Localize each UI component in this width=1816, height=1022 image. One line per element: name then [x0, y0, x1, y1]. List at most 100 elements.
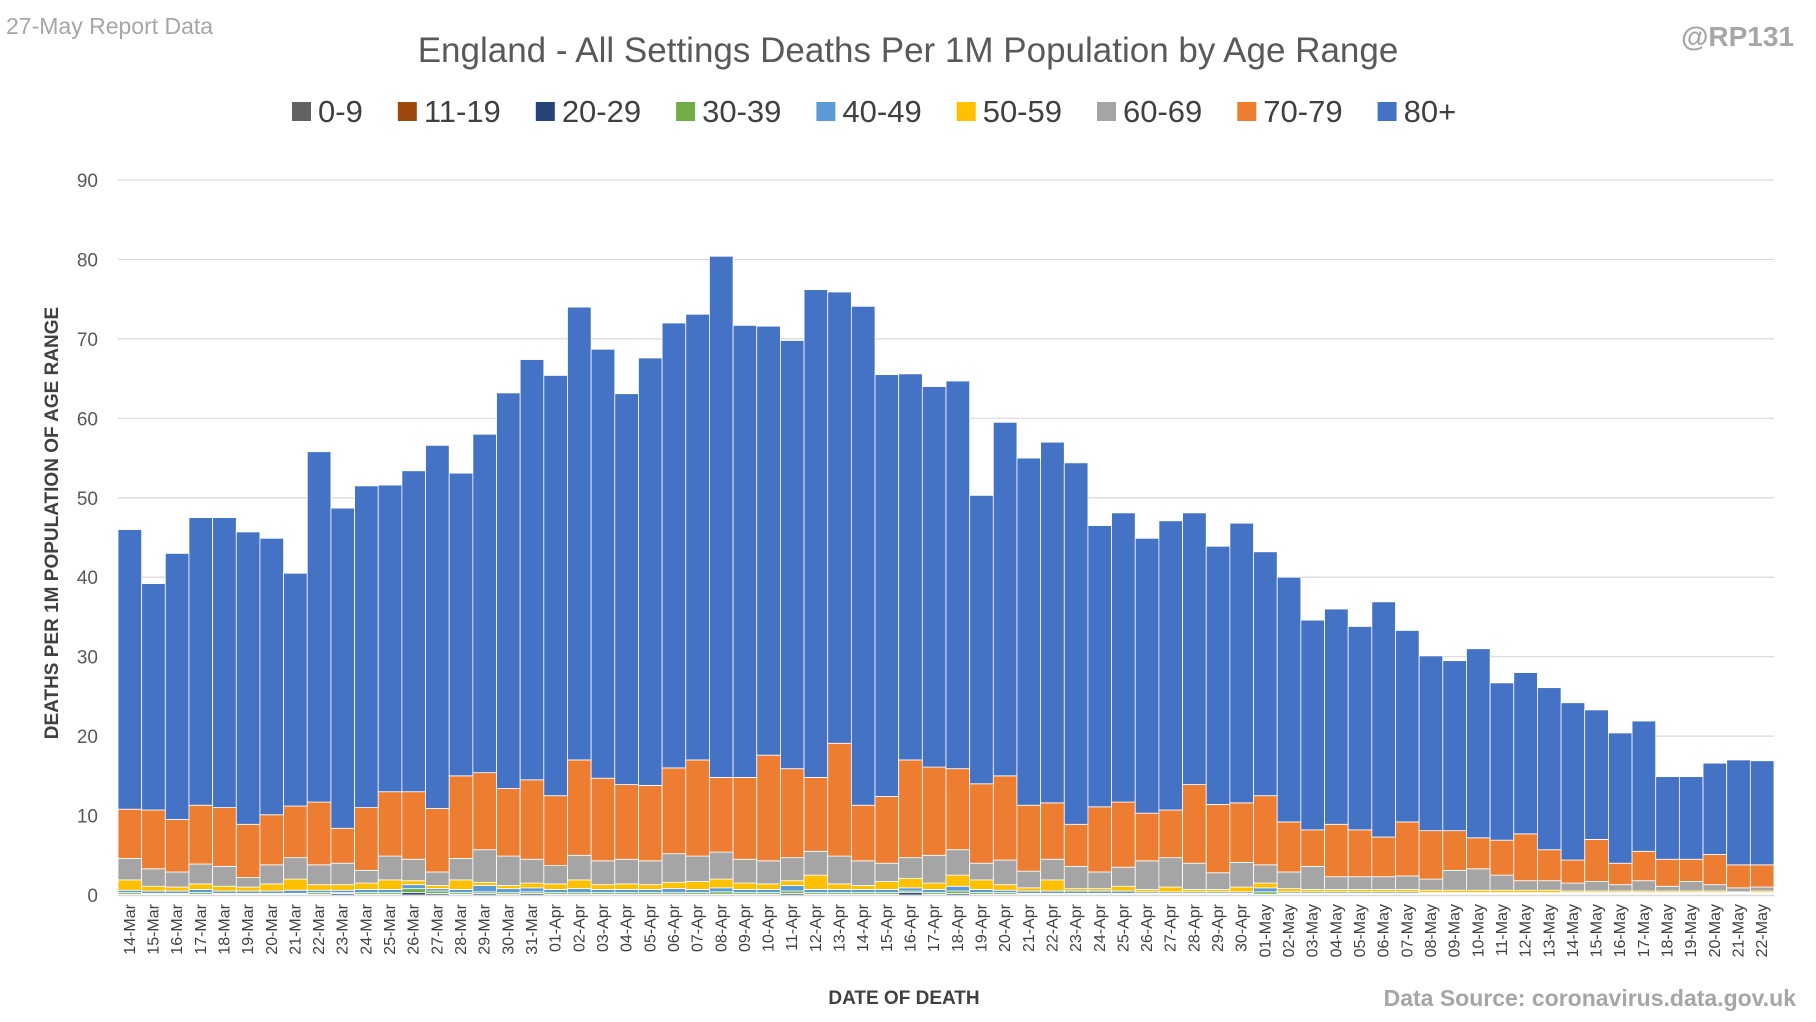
bar-segment: [1608, 884, 1633, 892]
bar-segment: [614, 393, 639, 785]
bar-segment: [567, 888, 592, 894]
x-tick-label: 19-Apr: [973, 903, 990, 952]
bar-segment: [1134, 860, 1160, 890]
x-tick-label: 18-Apr: [950, 903, 967, 952]
x-tick-label: 21-Mar: [287, 903, 304, 954]
bar-segment: [921, 889, 947, 894]
bar-segment: [969, 889, 994, 894]
bar-segment: [685, 855, 710, 882]
bar-segment: [496, 392, 521, 789]
x-tick-label: 14-May: [1565, 904, 1582, 957]
bar-segment: [1395, 630, 1420, 823]
bar-segment: [1489, 874, 1515, 891]
bar-segment: [306, 451, 332, 803]
legend-swatch: [1377, 102, 1397, 121]
bar-segment: [1584, 838, 1609, 882]
bar-segment: [1158, 857, 1183, 888]
bar-segment: [330, 862, 355, 886]
bar-segment: [496, 855, 521, 886]
bar-segment: [850, 305, 876, 806]
legend-item: 80+: [1377, 94, 1456, 129]
legend-swatch: [676, 102, 696, 121]
legend-label: 20-29: [562, 94, 641, 129]
bar-segment: [141, 583, 166, 811]
bar-segment: [1371, 876, 1396, 890]
bar-segment: [1040, 441, 1065, 804]
bar-segment: [1678, 858, 1704, 882]
x-tick-label: 08-May: [1423, 904, 1440, 957]
bar-segment: [401, 880, 426, 886]
bar-segment: [803, 777, 829, 852]
bar-segment: [1466, 648, 1491, 839]
bar-segment: [543, 883, 568, 890]
bar-segment: [1253, 887, 1278, 893]
report-date-label: 27-May Report Data: [6, 13, 213, 39]
legend-item: 30-39: [676, 94, 781, 129]
x-tick-label: 16-May: [1612, 904, 1629, 957]
bar-segment: [425, 871, 450, 886]
bar-segment: [1063, 866, 1089, 890]
bar-segment: [188, 863, 214, 885]
bar-segment: [188, 883, 214, 890]
x-tick-label: 02-Apr: [571, 903, 588, 952]
bar-segment: [567, 306, 592, 761]
x-tick-label: 23-Mar: [335, 903, 352, 954]
bar-segment: [969, 783, 994, 864]
x-tick-label: 05-Apr: [642, 903, 659, 952]
bar-segment: [1702, 762, 1728, 855]
bar-segment: [448, 858, 474, 881]
bar-segment: [969, 494, 994, 785]
bar-segment: [188, 889, 214, 894]
bar-segment: [235, 823, 261, 878]
x-tick-label: 14-Apr: [855, 903, 872, 952]
bar-segment: [1513, 880, 1538, 891]
bar-segment: [1513, 672, 1538, 835]
bar-segment: [401, 791, 426, 860]
bar-segment: [1111, 512, 1136, 803]
bar-segment: [898, 877, 923, 889]
bar-segment: [354, 807, 379, 871]
bar-segment: [164, 552, 190, 820]
bar-segment: [780, 885, 805, 892]
bar-segment: [1655, 858, 1680, 887]
bar-segment: [614, 889, 639, 894]
x-tick-label: 19-Mar: [240, 903, 257, 954]
bar-segment: [543, 889, 568, 894]
bar-segment: [330, 884, 355, 891]
author-handle: @RP131: [1681, 21, 1794, 52]
bar-segment: [992, 421, 1018, 777]
legend-item: 40-49: [816, 94, 922, 129]
bar-segment: [803, 889, 829, 894]
bar-segment: [709, 887, 734, 893]
bar-segment: [1229, 522, 1254, 804]
bar-segment: [1489, 682, 1515, 841]
bar-segment: [117, 529, 143, 810]
x-tick-label: 09-May: [1447, 904, 1464, 957]
bar-segment: [235, 886, 261, 892]
bar-segment: [1229, 802, 1254, 863]
x-tick-label: 13-Apr: [832, 903, 849, 952]
bar-segment: [732, 858, 758, 884]
x-tick-label: 06-May: [1376, 904, 1393, 957]
bar-segment: [709, 255, 734, 778]
x-tick-label: 22-May: [1754, 904, 1771, 957]
bar-segment: [354, 882, 379, 890]
legend-label: 60-69: [1123, 94, 1202, 129]
bar-segment: [519, 779, 545, 860]
bar-segment: [827, 742, 852, 857]
bar-segment: [235, 877, 261, 888]
bar-segment: [117, 808, 143, 859]
legend-label: 11-19: [424, 94, 501, 129]
x-tick-label: 24-Apr: [1092, 903, 1109, 952]
legend: 0-9 11-19 20-29 30-39 40-49 50-59 60-69 70-79 80…: [292, 94, 1456, 129]
bar-segment: [685, 759, 710, 857]
legend-swatch: [535, 102, 555, 121]
bar-segment: [141, 868, 166, 887]
bar-segment: [1560, 859, 1586, 884]
bar-segment: [1631, 850, 1657, 882]
bar-segment: [1466, 837, 1491, 870]
bar-segment: [1371, 601, 1396, 838]
bar-segment: [1300, 619, 1325, 831]
